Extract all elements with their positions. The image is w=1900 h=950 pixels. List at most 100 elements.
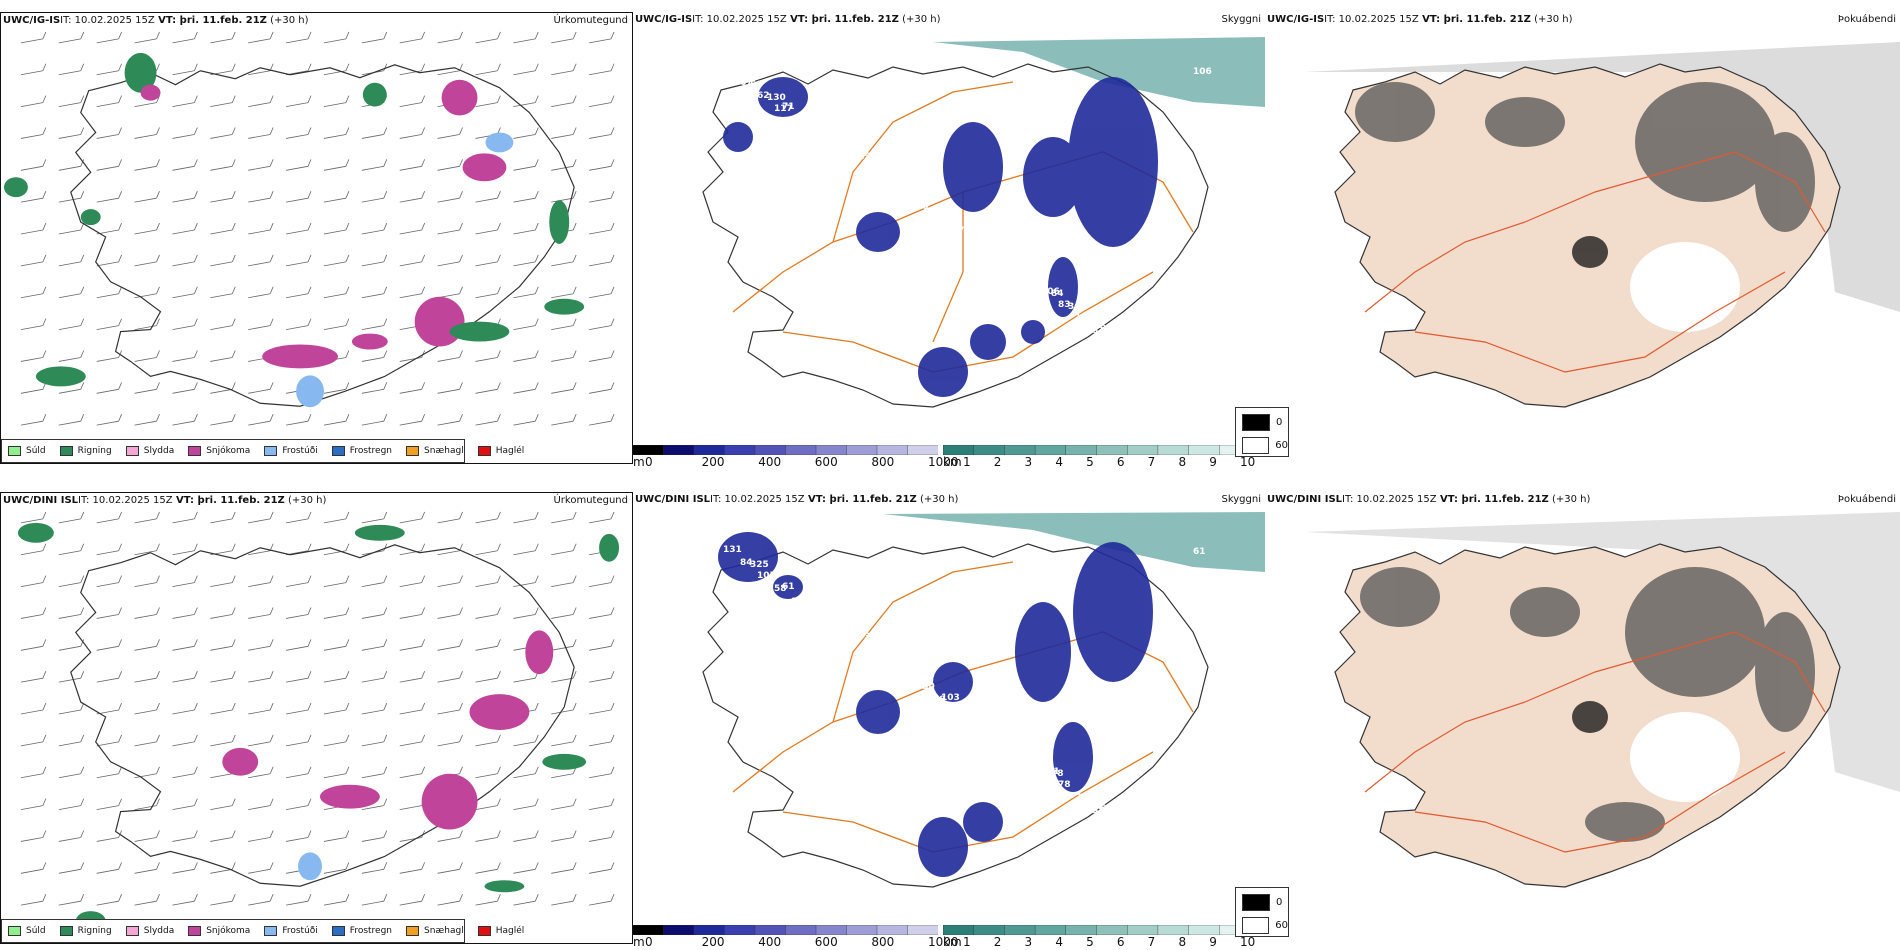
colorbar-tick-label: 9 [1209, 455, 1217, 469]
snow-depth-colorbar-strip [633, 445, 938, 455]
snow-depth-label: 28 [850, 634, 863, 644]
snow-depth-label: 72 [723, 65, 736, 75]
fog-key-row: 0 [1242, 414, 1288, 431]
precip-type-map [3, 31, 615, 426]
colorbar-step [1219, 445, 1250, 455]
snow-depth-label: 67 [933, 215, 946, 225]
sea-visibility [883, 512, 1265, 572]
panel-title: UWC/IG-ISIT: 10.02.2025 15Z VT: þri. 11.… [1267, 14, 1573, 25]
panel-name: Skyggni [1221, 494, 1261, 505]
snow-depth-label: 77 [1075, 793, 1088, 803]
colorbar-tick-label: 2 [993, 455, 1002, 469]
colorbar-step [1096, 445, 1128, 455]
colorbar-step [1096, 925, 1128, 935]
visibility-colorbar-strip [943, 445, 1250, 455]
snow-depth-colorbar: m 0 200 400 600 800 1000 [633, 445, 959, 469]
iceland-coastline [702, 543, 1209, 888]
fog-shading [1355, 82, 1815, 268]
snow-depth-label: 60 [882, 656, 895, 666]
colorbar-tick-label: 8 [1178, 455, 1187, 469]
fog-key-swatch [1242, 414, 1270, 431]
colorbar-tick-label: 200 [701, 455, 725, 469]
legend-swatch [477, 926, 491, 936]
snow-depth-label: 80 [916, 202, 929, 212]
colorbar-step [1065, 925, 1098, 935]
snow-depth-label: 64 [875, 165, 888, 175]
snow-depth-label: 62 [757, 91, 770, 101]
snow-depth-colorbar-strip [633, 925, 938, 935]
panel-name: Þokuábendi [1837, 14, 1896, 25]
legend-item-snow-pellets: Snæhagl [406, 926, 464, 936]
colorbar-step [1065, 445, 1098, 455]
snow-depth-label: 199 [875, 645, 894, 655]
iceland-coastline [702, 63, 1209, 408]
snow-depth-label: 59 [899, 189, 912, 199]
legend-swatch [477, 446, 491, 456]
snow-depth-label: 103 [941, 693, 960, 703]
colorbar-step [1034, 445, 1067, 455]
rivers-roads [1364, 151, 1826, 373]
snow-depth-label: 100 [1159, 841, 1178, 851]
snow-depth-labels: 7271526498118106919767701535970608381756… [723, 65, 1212, 386]
snow-depth-label: 65 [850, 154, 863, 164]
snow-depth-label: 48 [841, 619, 854, 629]
snow-depth-label: 52 [816, 128, 829, 138]
iceland-coastline [70, 544, 575, 887]
legend-swatch [264, 446, 278, 456]
colorbar-step [785, 925, 817, 935]
snow-depth-label: 84 [1051, 289, 1064, 299]
snow-depth-label: 83 [1058, 300, 1071, 310]
snow-depth-label: 188 [1134, 350, 1153, 360]
snow-depth-label: 36 [1068, 302, 1081, 312]
fog-index-key: 0 60 [1235, 887, 1289, 937]
snow-depth-label: 56 [791, 117, 804, 127]
legend-item-snow-pellets: Snæhagl [406, 446, 464, 456]
fog-key-swatch [1242, 894, 1270, 911]
snow-depth-label: 64 [882, 176, 895, 186]
colorbar-tick-label: 1000 [928, 455, 959, 469]
colorbar-tick-label: 4 [1055, 455, 1063, 469]
snow-depth-label: 59 [958, 706, 971, 716]
snow-depth-label: 87 [833, 141, 846, 151]
snow-depth-areas [718, 532, 1153, 877]
legend-swatch [188, 446, 202, 456]
legend-item-hail: Haglél [477, 926, 524, 936]
colorbar-step [1004, 925, 1036, 935]
panel-name: Úrkomutegund [553, 15, 628, 26]
snow-depth-label: 60 [1017, 263, 1030, 273]
snow-depth-label: 325 [750, 560, 769, 570]
legend-swatch [188, 926, 202, 936]
colorbar-step [973, 445, 1006, 455]
snow-depth-label: 84 [1176, 854, 1189, 864]
fog-key-swatch [1242, 437, 1270, 454]
snow-depth-label: 52 [841, 139, 854, 149]
panel-name: Skyggni [1221, 14, 1261, 25]
colorbar-step [876, 925, 909, 935]
precip-type-legend: Súld Rigning Slydda Snjókoma Frostúði Fr… [1, 919, 524, 943]
fog-key-row: 60 [1242, 437, 1288, 454]
precip-areas [17, 522, 620, 932]
legend-item-sud: Súld [8, 446, 46, 456]
colorbar-step [1004, 445, 1036, 455]
snow-depth-label: 56 [899, 669, 912, 679]
colorbar-tick-label: 5 [1086, 935, 1094, 949]
legend-swatch [8, 926, 21, 936]
snow-depth-label: 58 [774, 584, 787, 594]
colorbar-step [633, 925, 665, 935]
snow-depth-label: 162 [816, 608, 835, 618]
snow-depth-label: 70 [958, 226, 971, 236]
rivers-roads [1364, 631, 1826, 853]
panel-title: UWC/DINI ISLIT: 10.02.2025 15Z VT: þri. … [3, 495, 327, 506]
legend-item-sud: Súld [8, 926, 46, 936]
snow-depth-label: 75 [1151, 843, 1164, 853]
wind-barbs [20, 511, 615, 906]
snow-depth-label: 131 [723, 545, 742, 555]
colorbar-tick-label: 600 [814, 455, 838, 469]
snow-depth-label: 16 [791, 597, 804, 607]
snow-depth-unit: m [633, 455, 645, 469]
panel-name: Úrkomutegund [553, 495, 628, 506]
snow-depth-label: 97 [1159, 361, 1172, 371]
colorbar-step [663, 925, 695, 935]
snow-depth-label: 130 [916, 682, 935, 692]
colorbar-step [1157, 925, 1190, 935]
